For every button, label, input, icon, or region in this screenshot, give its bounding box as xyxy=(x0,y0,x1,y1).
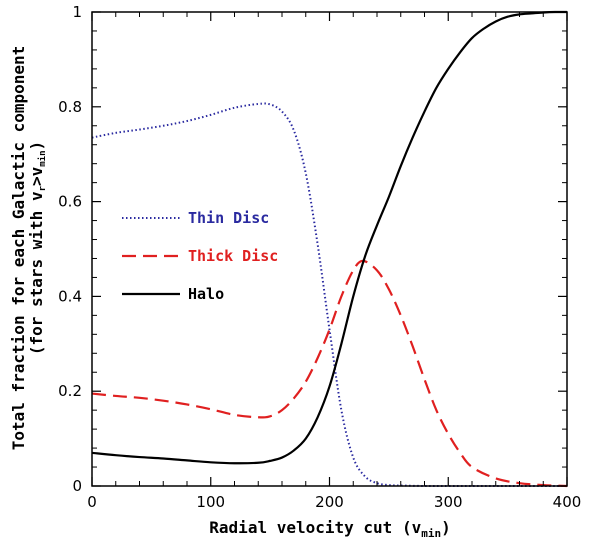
legend-label-halo: Halo xyxy=(188,285,224,303)
series-line-halo xyxy=(91,10,568,465)
y-tick-label: 0 xyxy=(72,477,82,495)
y-tick-label: 0.4 xyxy=(58,287,82,305)
y-tick-label: 1 xyxy=(72,3,82,21)
x-tick-label: 300 xyxy=(434,493,463,511)
series-line-thick-disc xyxy=(91,259,568,488)
y-tick-label: 0.8 xyxy=(58,98,82,116)
y-axis-title-line2: (for stars with vr>vmin) xyxy=(27,141,48,355)
x-axis-title: Radial velocity cut (vmin) xyxy=(209,518,450,540)
y-tick-label: 0.2 xyxy=(58,382,82,400)
series-line-thin-disc xyxy=(91,102,567,488)
y-tick-label: 0.6 xyxy=(58,193,82,211)
legend: Thin Disc Thick Disc Halo xyxy=(122,209,278,303)
y-axis-title-line1: Total fraction for each Galactic compone… xyxy=(9,46,28,451)
x-tick-label: 0 xyxy=(87,493,97,511)
x-tick-label: 400 xyxy=(553,493,582,511)
plot-frame xyxy=(91,11,568,487)
legend-label-thin-disc: Thin Disc xyxy=(188,209,269,227)
x-tick-label: 200 xyxy=(315,493,344,511)
curves-layer xyxy=(91,10,568,488)
x-tick-label: 100 xyxy=(196,493,225,511)
tick-layer: 0 100 200 300 400 0 0.2 0.4 0.6 0.8 1 xyxy=(58,3,581,511)
legend-label-thick-disc: Thick Disc xyxy=(188,247,278,265)
